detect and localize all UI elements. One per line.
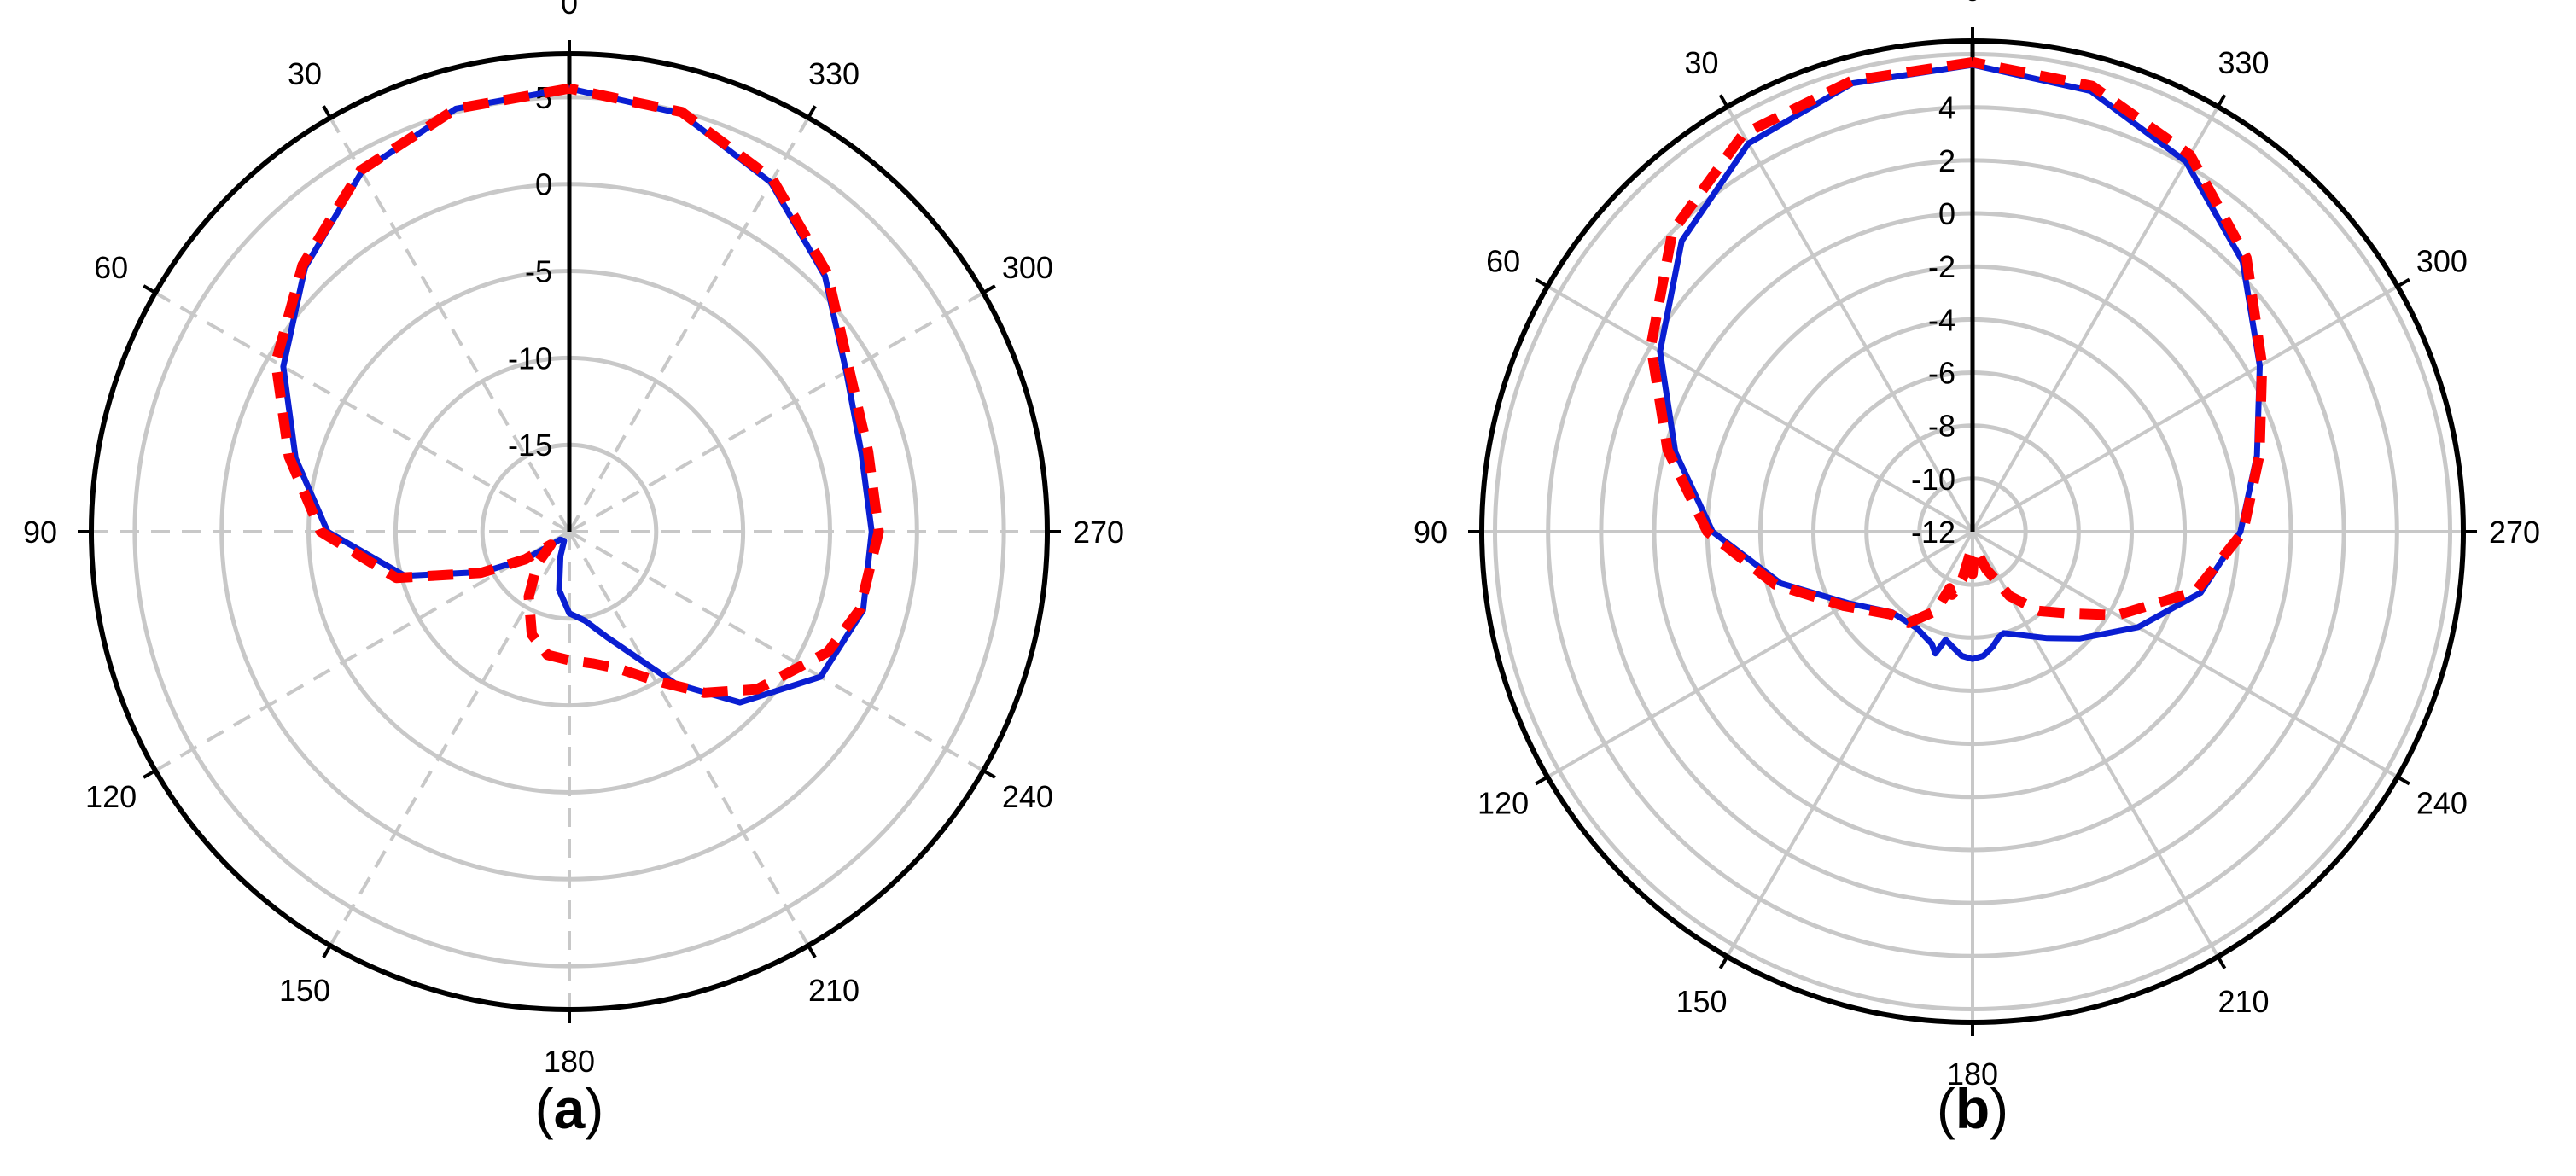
angle-tick-mark xyxy=(143,769,157,779)
angular-grid-spoke xyxy=(1547,530,1973,779)
angle-tick-mark xyxy=(143,284,157,294)
angle-tick-mark xyxy=(1718,955,1729,969)
angle-tick-label: 210 xyxy=(2218,984,2269,1019)
polar-chart-a: 0 30 60 90 120 150 180 210 240 270 300 330 5 0 -5 -10 -1… xyxy=(23,0,1124,1140)
angle-tick-label: 60 xyxy=(94,250,128,285)
angle-tick-label: 30 xyxy=(1684,45,1718,80)
angle-tick-label: 330 xyxy=(808,56,860,91)
angle-tick-mark xyxy=(982,769,996,779)
angular-grid-spoke xyxy=(1725,531,1974,958)
angular-grid-spoke xyxy=(568,531,810,946)
angular-grid-spoke xyxy=(1972,530,2398,779)
angle-tick-label: 240 xyxy=(2416,786,2468,821)
angular-grid-spoke xyxy=(1971,106,2220,533)
angle-tick-label: 90 xyxy=(1413,515,1448,550)
polar-chart-b: 0 30 60 90 120 150 180 210 240 270 300 330 4 2 0 -2 -4 -6… xyxy=(1413,0,2540,1140)
series-line-blue-solid xyxy=(280,85,875,706)
angle-tick-label: 270 xyxy=(2489,515,2540,550)
subfigure-caption: (a) xyxy=(535,1077,604,1140)
angle-tick-label: 180 xyxy=(1947,1057,1998,1092)
angle-tick-label: 0 xyxy=(561,0,578,20)
radial-tick-label: -15 xyxy=(508,428,552,463)
angle-tick-mark xyxy=(1718,94,1729,108)
angle-tick-label: 300 xyxy=(1002,250,1053,285)
angle-tick-label: 60 xyxy=(1486,244,1520,279)
angle-tick-mark xyxy=(2216,94,2227,108)
angular-grid-spoke xyxy=(154,530,570,772)
angular-grid-spoke xyxy=(1972,284,2398,533)
angle-tick-label: 240 xyxy=(1002,779,1053,814)
angle-tick-mark xyxy=(2396,277,2410,288)
angle-tick-mark xyxy=(322,944,332,958)
radial-tick-label: -12 xyxy=(1911,515,1955,550)
radial-tick-label: -10 xyxy=(508,341,552,376)
angle-tick-label: 0 xyxy=(1964,0,1981,8)
angular-grid-spoke xyxy=(568,530,984,772)
angle-tick-label: 180 xyxy=(544,1044,595,1079)
angle-tick-label: 150 xyxy=(279,973,330,1008)
series-line-red-dashed xyxy=(1646,56,2268,628)
angle-tick-mark xyxy=(982,284,996,294)
angle-tick-label: 270 xyxy=(1073,515,1124,550)
radial-tick-label: 0 xyxy=(535,167,552,202)
angular-grid-spoke xyxy=(568,291,984,533)
radial-tick-label: -6 xyxy=(1928,356,1955,391)
angle-tick-mark xyxy=(1535,277,1549,288)
radial-tick-label: -5 xyxy=(525,254,552,289)
angle-tick-mark xyxy=(2216,955,2227,969)
angle-tick-label: 210 xyxy=(808,973,860,1008)
radial-tick-label: -2 xyxy=(1928,249,1955,284)
angle-tick-label: 30 xyxy=(288,56,322,91)
angle-tick-label: 300 xyxy=(2416,244,2468,279)
radial-tick-label: 4 xyxy=(1938,90,1955,125)
radial-tick-label: -4 xyxy=(1928,302,1955,337)
angle-tick-mark xyxy=(322,105,332,119)
angle-tick-label: 90 xyxy=(23,515,57,550)
angle-tick-label: 120 xyxy=(85,779,137,814)
angular-grid-spoke xyxy=(154,291,570,533)
angular-grid-spoke xyxy=(1725,106,1974,533)
radial-tick-label: 0 xyxy=(1938,196,1955,231)
angle-tick-mark xyxy=(1535,775,1549,786)
radial-tick-label: -8 xyxy=(1928,409,1955,444)
angle-tick-mark xyxy=(2396,775,2410,786)
angular-grid-spoke xyxy=(329,117,571,533)
angle-tick-label: 120 xyxy=(1477,786,1529,821)
angle-tick-label: 150 xyxy=(1676,984,1727,1019)
subfigure-caption: (b) xyxy=(1937,1077,2008,1140)
angle-tick-mark xyxy=(807,944,817,958)
radial-tick-label: -10 xyxy=(1911,462,1955,497)
angle-tick-mark xyxy=(807,105,817,119)
series-line-red-dashed xyxy=(271,83,884,698)
angular-grid-spoke xyxy=(568,117,810,533)
angular-grid-spoke xyxy=(1547,284,1973,533)
angular-grid-spoke xyxy=(329,531,571,946)
radial-tick-label: 5 xyxy=(535,80,552,115)
radial-tick-label: 2 xyxy=(1938,143,1955,178)
angle-tick-label: 330 xyxy=(2218,45,2269,80)
